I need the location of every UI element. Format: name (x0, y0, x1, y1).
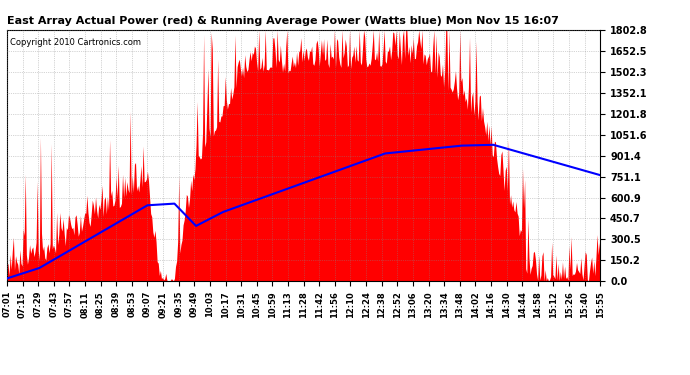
Text: Copyright 2010 Cartronics.com: Copyright 2010 Cartronics.com (10, 38, 141, 46)
Text: East Array Actual Power (red) & Running Average Power (Watts blue) Mon Nov 15 16: East Array Actual Power (red) & Running … (7, 16, 559, 27)
